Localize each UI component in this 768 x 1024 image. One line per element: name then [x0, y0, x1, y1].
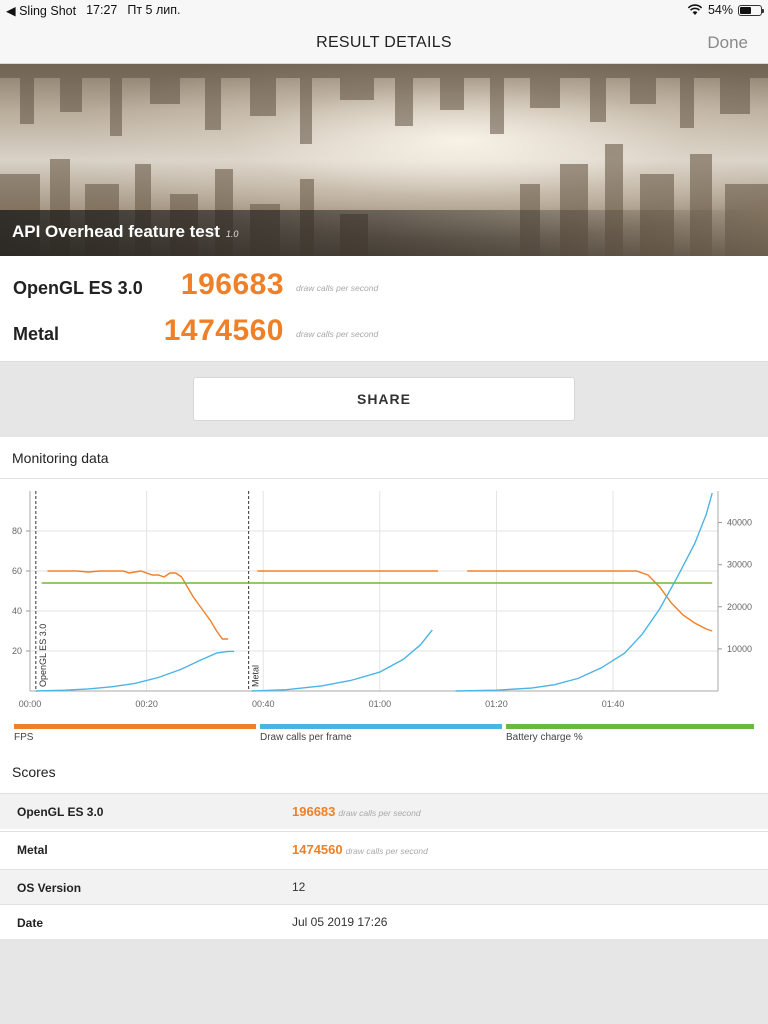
legend-item-draw-calls: Draw calls per frame: [260, 724, 502, 743]
result-row-metal: Metal 1474560 draw calls per second: [0, 310, 768, 356]
result-label: Metal: [13, 324, 60, 344]
scores-panel: Scores OpenGL ES 3.0 196683 draw calls pe…: [0, 757, 768, 939]
table-row: Metal 1474560 draw calls per second: [0, 831, 768, 867]
row-key: Date: [17, 916, 44, 930]
result-summary: OpenGL ES 3.0 196683 draw calls per seco…: [0, 256, 768, 362]
row-value-number: 196683: [292, 804, 336, 819]
battery-fill: [740, 6, 751, 14]
legend-swatch: [14, 724, 256, 729]
row-value: 196683 draw calls per second: [292, 804, 421, 819]
row-key: Metal: [17, 843, 48, 857]
result-value: 196683: [180, 268, 284, 301]
table-row: OpenGL ES 3.0 196683 draw calls per secon…: [0, 793, 768, 829]
share-button[interactable]: SHARE: [193, 377, 575, 421]
row-unit: draw calls per second: [345, 846, 428, 856]
status-bar: ◀ Sling Shot 17:27 Пт 5 лип. 54%: [0, 0, 768, 22]
page-title: RESULT DETAILS: [316, 34, 452, 51]
x-tick-label: 00:20: [135, 699, 158, 709]
result-row-opengl: OpenGL ES 3.0 196683 draw calls per seco…: [0, 264, 768, 310]
monitoring-heading: Monitoring data: [12, 450, 109, 466]
y-left-tick-label: 60: [12, 566, 22, 576]
legend-item-fps: FPS: [14, 724, 256, 743]
y-left-tick-label: 20: [12, 646, 22, 656]
y-left-tick-label: 80: [12, 526, 22, 536]
x-tick-label: 01:20: [485, 699, 508, 709]
row-value-number: 1474560: [292, 842, 343, 857]
x-tick-label: 01:40: [602, 699, 625, 709]
result-unit: draw calls per second: [296, 329, 379, 339]
row-key: OS Version: [17, 881, 82, 895]
status-time: 17:27: [86, 3, 118, 17]
x-tick-label: 00:00: [19, 699, 42, 709]
navigation-bar: RESULT DETAILS Done: [0, 22, 768, 64]
chart-legend: FPS Draw calls per frame Battery charge …: [0, 724, 768, 748]
y-right-tick-label: 10000: [727, 644, 752, 654]
y-left-tick-label: 40: [12, 606, 22, 616]
y-right-tick-label: 30000: [727, 560, 752, 570]
series-line: [467, 570, 713, 632]
legend-label: Battery charge %: [506, 732, 583, 743]
row-value: Jul 05 2019 17:26: [292, 915, 388, 929]
wifi-icon: [687, 4, 703, 15]
test-name: API Overhead feature test 1.0: [12, 222, 238, 242]
series-line: [47, 570, 229, 640]
table-row: Date Jul 05 2019 17:26: [0, 904, 768, 940]
row-value: 1474560 draw calls per second: [292, 842, 428, 857]
series-line: [251, 629, 433, 692]
back-to-app-link[interactable]: ◀ Sling Shot: [6, 4, 77, 18]
y-right-tick-label: 20000: [727, 602, 752, 612]
test-name-label: API Overhead feature test: [12, 222, 220, 241]
y-right-tick-label: 40000: [727, 518, 752, 528]
monitoring-chart: 20 40 60 80 10000 20000 30000 40000 00:00 00:20 00…: [12, 491, 752, 709]
row-unit: draw calls per second: [338, 808, 421, 818]
battery-percent: 54%: [707, 3, 733, 17]
series-line: [35, 650, 235, 692]
battery-icon: [738, 4, 764, 16]
legend-label: FPS: [14, 732, 34, 743]
monitoring-panel: Monitoring data 20 40 60 80 10000 20000 30000 4…: [0, 437, 768, 757]
legend-swatch: [506, 724, 754, 729]
test-hero-image: API Overhead feature test 1.0: [0, 64, 768, 256]
status-date: Пт 5 лип.: [127, 3, 181, 17]
test-version: 1.0: [225, 229, 239, 239]
result-value: 1474560: [163, 314, 284, 347]
x-tick-label: 01:00: [369, 699, 392, 709]
result-label: OpenGL ES 3.0: [13, 278, 143, 298]
result-unit: draw calls per second: [296, 283, 379, 293]
done-button[interactable]: Done: [707, 33, 748, 52]
series-line: [455, 492, 713, 692]
legend-item-battery: Battery charge %: [506, 724, 754, 743]
x-tick-label: 00:40: [252, 699, 275, 709]
table-row: OS Version 12: [0, 869, 768, 905]
phase-marker-label: Metal: [251, 665, 261, 687]
row-key: OpenGL ES 3.0: [17, 805, 104, 819]
row-value: 12: [292, 880, 306, 894]
scores-heading: Scores: [12, 764, 56, 780]
legend-swatch: [260, 724, 502, 729]
phase-marker-label: OpenGL ES 3.0: [38, 624, 48, 687]
legend-label: Draw calls per frame: [260, 732, 352, 743]
divider: [0, 478, 768, 479]
hero-caption-band: [0, 210, 768, 256]
